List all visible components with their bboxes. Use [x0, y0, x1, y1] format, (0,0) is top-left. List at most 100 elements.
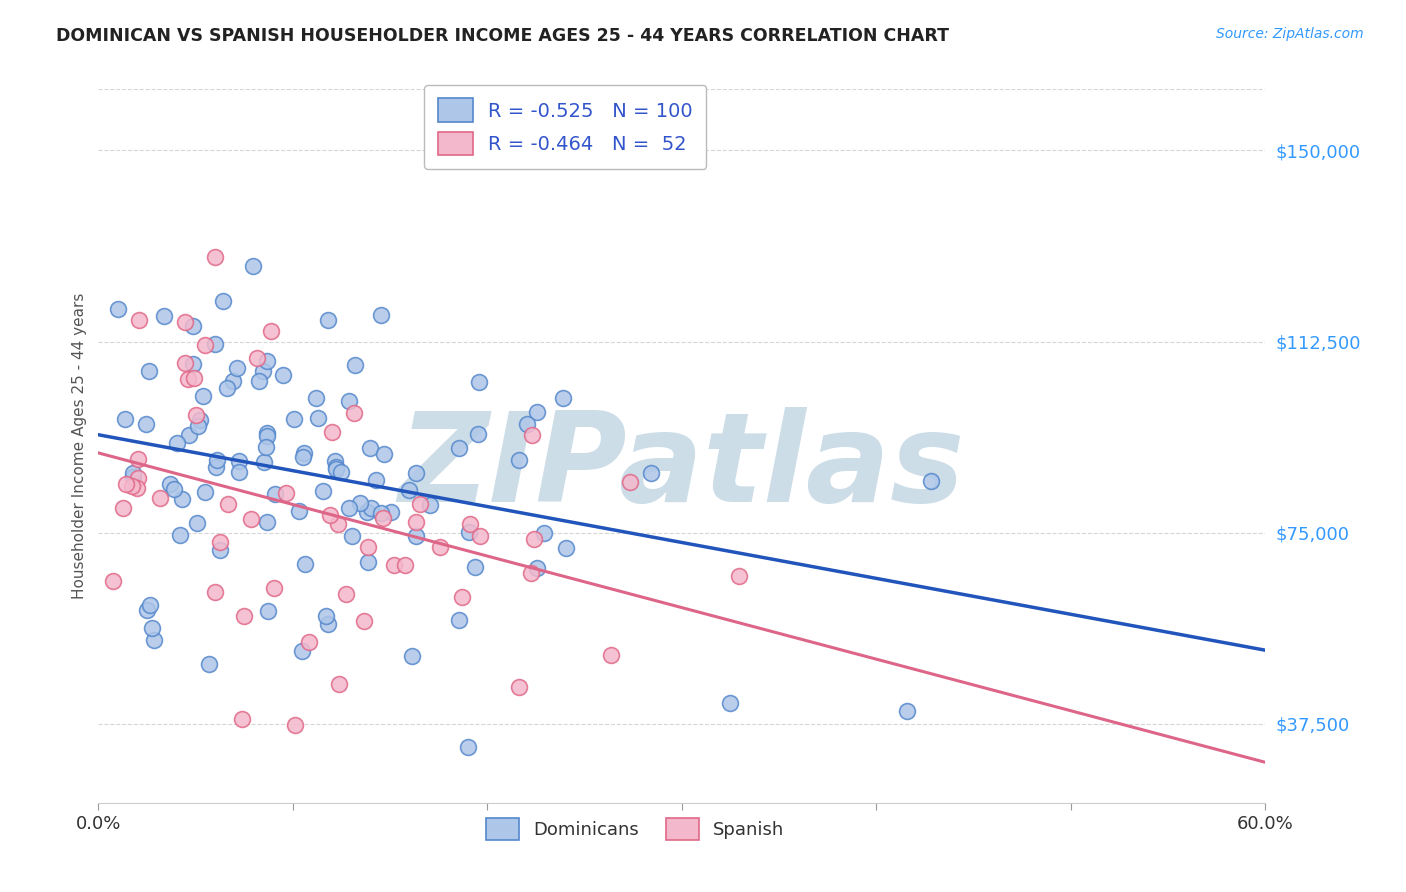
Point	[328, 677, 350, 691]
Point	[409, 497, 432, 511]
Point	[122, 466, 145, 480]
Point	[256, 354, 278, 368]
Point	[533, 526, 555, 541]
Point	[920, 475, 942, 489]
Point	[127, 452, 149, 467]
Point	[181, 357, 204, 371]
Point	[467, 426, 489, 441]
Point	[349, 496, 371, 510]
Point	[260, 324, 283, 338]
Point	[405, 515, 427, 529]
Point	[318, 508, 340, 523]
Point	[204, 337, 226, 351]
Point	[226, 361, 249, 376]
Point	[357, 541, 380, 555]
Point	[194, 338, 217, 352]
Point	[398, 483, 420, 498]
Point	[257, 604, 280, 618]
Text: Source: ZipAtlas.com: Source: ZipAtlas.com	[1216, 27, 1364, 41]
Point	[187, 418, 209, 433]
Point	[508, 452, 530, 467]
Point	[256, 429, 278, 443]
Point	[115, 476, 138, 491]
Point	[136, 603, 159, 617]
Point	[208, 535, 231, 549]
Point	[191, 388, 214, 402]
Point	[323, 454, 346, 468]
Text: DOMINICAN VS SPANISH HOUSEHOLDER INCOME AGES 25 - 44 YEARS CORRELATION CHART: DOMINICAN VS SPANISH HOUSEHOLDER INCOME …	[56, 27, 949, 45]
Point	[111, 501, 134, 516]
Point	[271, 368, 294, 383]
Point	[169, 527, 191, 541]
Point	[292, 445, 315, 459]
Point	[204, 250, 226, 264]
Point	[516, 417, 538, 432]
Point	[252, 364, 274, 378]
Point	[188, 412, 211, 426]
Point	[107, 301, 129, 316]
Point	[135, 417, 157, 432]
Point	[373, 511, 395, 525]
Point	[356, 505, 378, 519]
Point	[204, 584, 226, 599]
Point	[274, 485, 297, 500]
Point	[457, 739, 479, 754]
Point	[121, 479, 143, 493]
Point	[103, 574, 125, 589]
Point	[405, 529, 427, 543]
Text: ZIPatlas: ZIPatlas	[399, 407, 965, 528]
Point	[222, 374, 245, 388]
Point	[449, 614, 471, 628]
Point	[468, 375, 491, 389]
Point	[208, 543, 231, 558]
Point	[373, 447, 395, 461]
Point	[174, 356, 197, 370]
Point	[315, 609, 337, 624]
Point	[896, 704, 918, 718]
Point	[727, 568, 749, 582]
Point	[284, 718, 307, 732]
Point	[519, 566, 541, 580]
Point	[312, 484, 335, 499]
Point	[305, 392, 328, 406]
Point	[316, 617, 339, 632]
Point	[526, 561, 548, 575]
Legend: Dominicans, Spanish: Dominicans, Spanish	[475, 807, 794, 851]
Point	[114, 412, 136, 426]
Point	[458, 524, 481, 539]
Point	[163, 482, 186, 496]
Y-axis label: Householder Income Ages 25 - 44 years: Householder Income Ages 25 - 44 years	[72, 293, 87, 599]
Point	[337, 501, 360, 516]
Point	[217, 497, 239, 511]
Point	[186, 516, 208, 531]
Point	[449, 441, 471, 455]
Point	[246, 351, 269, 365]
Point	[122, 470, 145, 484]
Point	[329, 465, 352, 479]
Point	[194, 485, 217, 500]
Point	[520, 428, 543, 442]
Point	[127, 481, 149, 495]
Point	[555, 541, 578, 555]
Point	[298, 635, 321, 649]
Point	[343, 406, 366, 420]
Point	[405, 466, 427, 480]
Point	[232, 608, 254, 623]
Point	[353, 614, 375, 628]
Point	[344, 358, 367, 372]
Point	[183, 370, 205, 384]
Point	[370, 308, 392, 322]
Point	[217, 381, 239, 395]
Point	[211, 294, 233, 309]
Point	[340, 529, 363, 543]
Point	[364, 473, 387, 487]
Point	[228, 454, 250, 468]
Point	[138, 364, 160, 378]
Point	[254, 440, 277, 454]
Point	[599, 648, 621, 662]
Point	[263, 581, 285, 595]
Point	[264, 487, 287, 501]
Point	[401, 649, 423, 664]
Point	[228, 465, 250, 479]
Point	[138, 598, 160, 612]
